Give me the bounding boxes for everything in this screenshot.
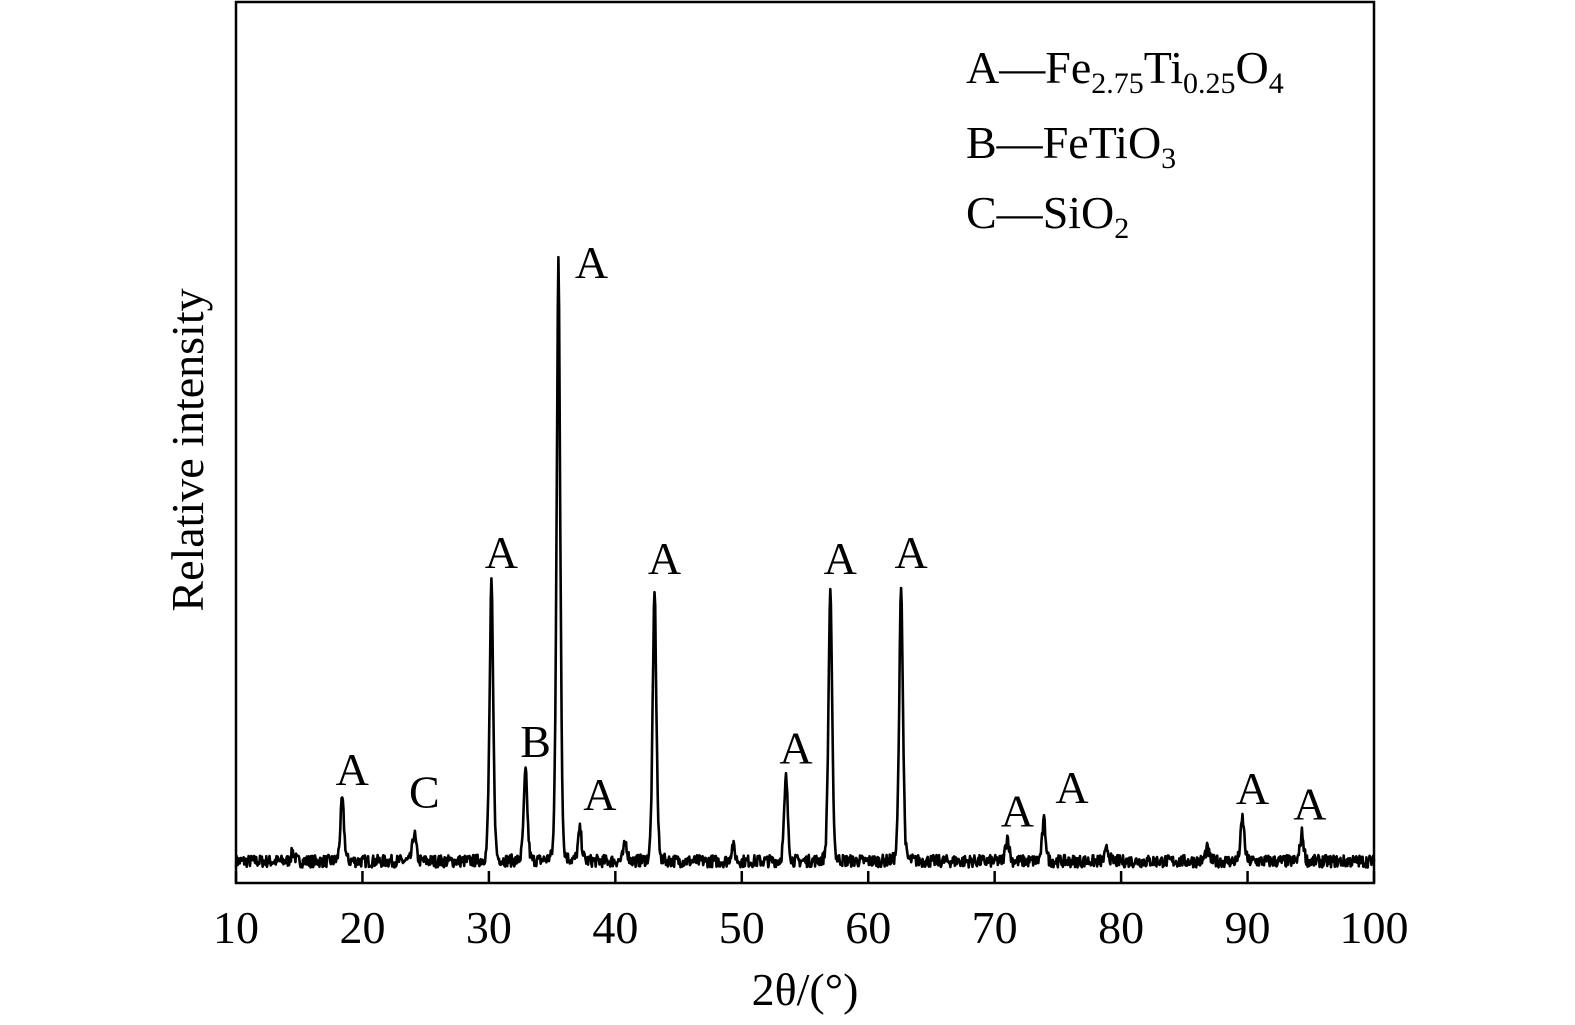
peak-label-A-14: A — [1055, 762, 1088, 813]
peak-label-A-10: A — [779, 722, 812, 773]
peak-label-A-3: A — [485, 527, 518, 578]
x-tick-label-80: 80 — [1098, 902, 1144, 953]
x-axis-ticks — [234, 871, 1376, 883]
x-tick-label-10: 10 — [213, 902, 259, 953]
legend-item-A: A—Fe2.75Ti0.25O4 — [966, 42, 1284, 100]
x-tick-label-90: 90 — [1225, 902, 1271, 953]
x-tick-label-70: 70 — [972, 902, 1018, 953]
peak-label-A-5: A — [575, 237, 608, 288]
peak-label-A-8: A — [648, 533, 681, 584]
x-tick-label-30: 30 — [466, 902, 512, 953]
peak-label-A-6: A — [583, 769, 616, 820]
peak-label-B-4: B — [520, 716, 551, 767]
x-tick-label-50: 50 — [719, 902, 765, 953]
peak-label-A-1: A — [336, 744, 369, 795]
legend-item-B: B—FeTiO3 — [966, 117, 1176, 175]
x-axis-tick-labels: 10 20 30 40 50 60 70 80 90 100 — [213, 902, 1409, 953]
peak-label-A-18: A — [1293, 778, 1326, 829]
peak-label-A-13: A — [1001, 785, 1034, 836]
plot-frame — [234, 0, 1376, 885]
x-axis-title: 2θ/(°) — [752, 964, 859, 1015]
peak-label-A-11: A — [824, 533, 857, 584]
legend: A—Fe2.75Ti0.25O4 B—FeTiO3 C—SiO2 — [966, 42, 1284, 245]
y-axis-title: Relative intensity — [162, 288, 213, 611]
x-tick-label-60: 60 — [845, 902, 891, 953]
x-tick-label-100: 100 — [1340, 902, 1409, 953]
x-tick-label-40: 40 — [592, 902, 638, 953]
legend-item-C: C—SiO2 — [966, 187, 1129, 245]
peak-label-C-2: C — [409, 766, 440, 817]
xrd-pattern-line — [234, 255, 1376, 869]
x-tick-label-20: 20 — [339, 902, 385, 953]
peak-label-A-17: A — [1236, 763, 1269, 814]
peak-label-A-12: A — [894, 527, 927, 578]
